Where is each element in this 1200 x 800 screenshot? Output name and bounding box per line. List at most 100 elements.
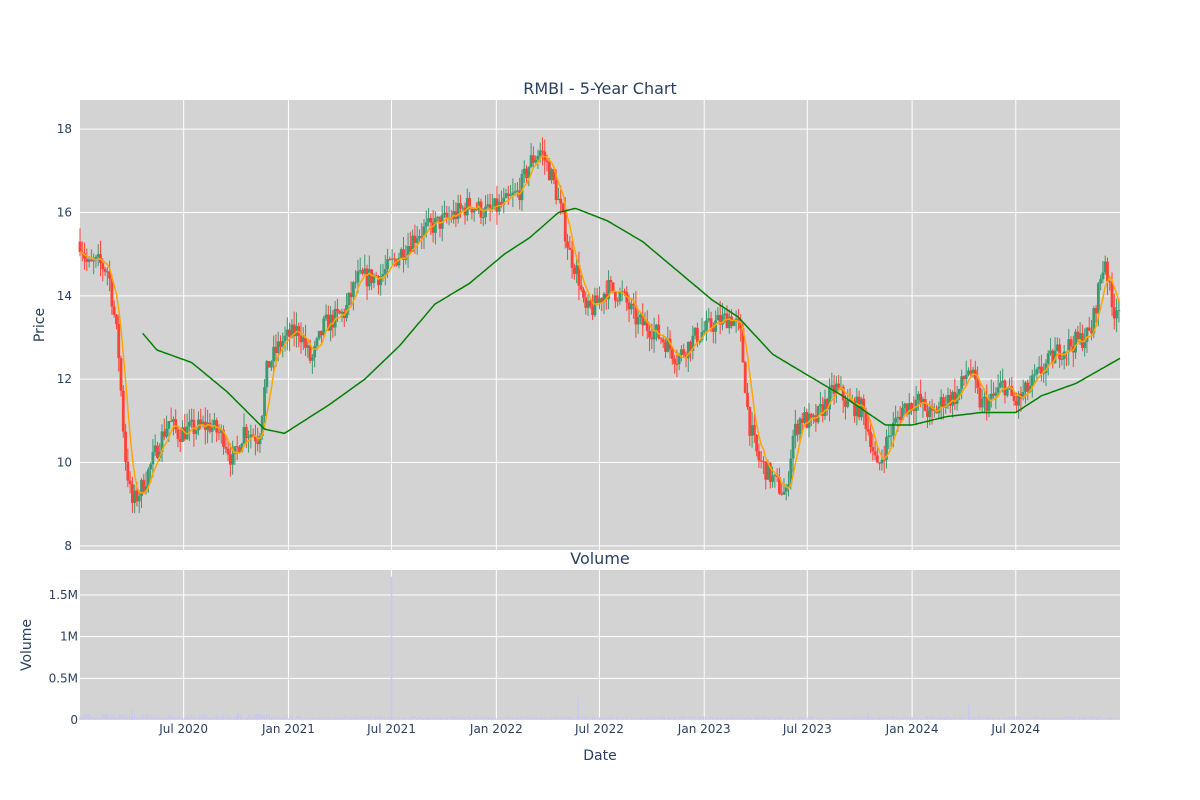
candle-body xyxy=(1081,333,1084,348)
volume-bar xyxy=(1075,718,1077,720)
candle-body xyxy=(92,260,96,262)
volume-bar xyxy=(685,718,688,720)
volume-bar xyxy=(745,717,747,720)
candle-body xyxy=(980,398,984,408)
candle-body xyxy=(880,459,884,464)
volume-bar xyxy=(868,718,870,720)
volume-bar xyxy=(1037,717,1040,720)
volume-bar xyxy=(899,717,901,720)
volume-bar xyxy=(981,718,983,720)
candle-body xyxy=(502,197,506,205)
volume-bar xyxy=(545,718,548,720)
candle-body xyxy=(834,383,838,394)
candle-body xyxy=(716,314,720,321)
candle-body xyxy=(481,217,485,219)
candle-body xyxy=(1046,353,1050,364)
candle-body xyxy=(96,254,100,257)
candle-body xyxy=(85,258,89,262)
volume-bar xyxy=(805,718,807,720)
volume-bar xyxy=(607,716,609,720)
volume-bar xyxy=(928,717,930,720)
candle-body xyxy=(340,311,344,314)
candle-body xyxy=(468,197,471,208)
volume-bar xyxy=(144,716,146,720)
volume-bar xyxy=(634,717,636,720)
volume-bar xyxy=(937,717,939,720)
volume-bar xyxy=(468,716,471,720)
x-tick-label: Jul 2020 xyxy=(158,722,208,736)
volume-bar xyxy=(696,718,698,720)
candle-body xyxy=(809,413,813,418)
candle-body xyxy=(869,431,872,448)
volume-bar xyxy=(740,718,742,720)
volume-bar xyxy=(858,718,860,720)
candle-body xyxy=(864,411,868,430)
volume-bar xyxy=(1014,716,1016,720)
candle-body xyxy=(185,426,189,440)
volume-bar xyxy=(180,717,182,720)
candle-body xyxy=(133,490,137,503)
volume-bar xyxy=(850,718,852,720)
volume-bar xyxy=(583,716,585,720)
volume-y-tick-label: 1M xyxy=(60,630,78,644)
volume-bar xyxy=(781,716,783,720)
volume-bar xyxy=(1044,718,1046,720)
volume-bar xyxy=(554,716,556,720)
candle-body xyxy=(279,341,282,347)
candle-body xyxy=(1115,310,1118,319)
volume-bar xyxy=(221,715,223,720)
volume-bar xyxy=(378,717,380,720)
volume-bar xyxy=(662,716,664,720)
candle-body xyxy=(673,358,677,364)
volume-bar xyxy=(969,718,971,720)
candle-body xyxy=(126,461,130,481)
volume-bar xyxy=(742,716,744,720)
volume-bar xyxy=(169,714,172,720)
candle-body xyxy=(659,338,663,340)
volume-bar xyxy=(151,714,153,720)
volume-bar xyxy=(619,718,621,720)
volume-bar xyxy=(412,716,414,720)
candle-body xyxy=(743,362,747,393)
volume-bar xyxy=(521,717,524,720)
volume-bar xyxy=(380,716,382,720)
volume-bar xyxy=(450,717,452,720)
volume-bar xyxy=(767,717,770,720)
candle-body xyxy=(1021,391,1025,399)
candle-body xyxy=(1078,333,1082,340)
candle-body xyxy=(420,236,424,238)
volume-bar xyxy=(778,716,780,720)
volume-bar xyxy=(703,716,705,720)
candle-body xyxy=(912,409,916,412)
candle-body xyxy=(552,169,556,181)
candle-body xyxy=(846,399,850,407)
volume-bar xyxy=(313,718,315,720)
volume-bar xyxy=(202,713,204,720)
candle-body xyxy=(267,361,271,368)
volume-bar xyxy=(793,718,795,720)
candle-body xyxy=(1042,372,1046,374)
volume-bar xyxy=(1116,718,1118,720)
volume-bar xyxy=(535,717,537,720)
candle-body xyxy=(531,155,535,163)
volume-bar xyxy=(318,717,320,720)
volume-bar xyxy=(445,716,447,720)
candle-body xyxy=(873,451,877,456)
candle-body xyxy=(333,308,337,328)
volume-bar xyxy=(250,714,252,720)
volume-bar xyxy=(562,717,565,720)
volume-bar xyxy=(836,718,838,720)
volume-bar xyxy=(369,716,372,720)
candle-body xyxy=(693,327,697,336)
candle-body xyxy=(233,446,237,454)
volume-bar xyxy=(381,716,384,720)
candle-body xyxy=(757,451,761,461)
volume-bar xyxy=(455,717,457,720)
candle-body xyxy=(105,271,109,273)
ma-long-line xyxy=(142,207,1121,435)
volume-bar xyxy=(335,716,337,720)
volume-bar xyxy=(950,718,953,720)
volume-bar xyxy=(711,716,713,720)
volume-bar xyxy=(993,717,995,720)
candle-body xyxy=(705,320,708,331)
